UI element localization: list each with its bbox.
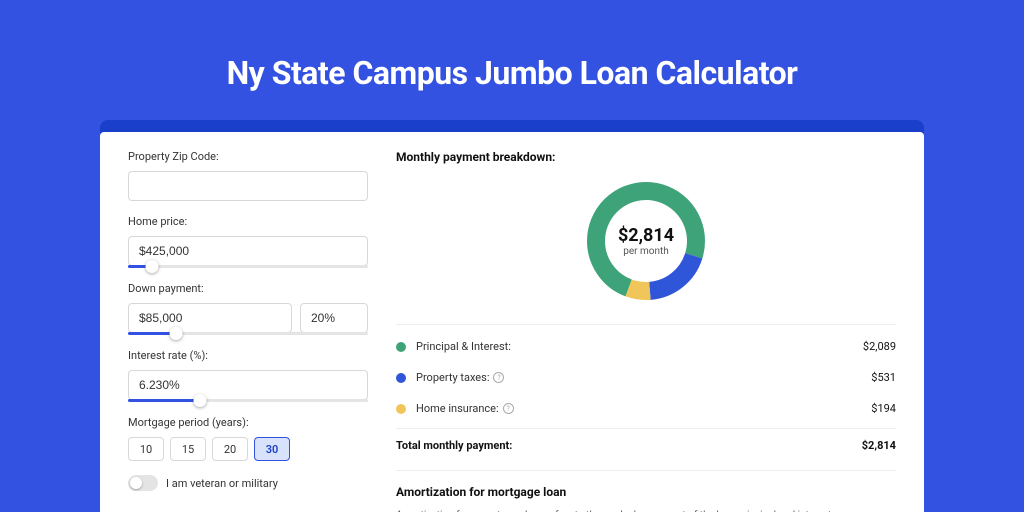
calculator-panel: Property Zip Code: Home price: Down paym… [100, 132, 924, 512]
total-value: $2,814 [862, 439, 896, 452]
donut-wrap: $2,814 per month [396, 176, 896, 306]
veteran-label: I am veteran or military [166, 477, 278, 490]
legend-list: Principal & Interest: $2,089 Property taxe… [396, 331, 896, 424]
legend-divider-top [396, 324, 896, 325]
legend-label: Property taxes:? [416, 371, 871, 384]
form-column: Property Zip Code: Home price: Down paym… [128, 150, 368, 512]
legend-label-text: Principal & Interest: [416, 340, 511, 353]
legend-dot [396, 404, 406, 414]
field-zip: Property Zip Code: [128, 150, 368, 201]
total-label: Total monthly payment: [396, 439, 862, 452]
legend-row-2: Home insurance:?$194 [396, 393, 896, 424]
zip-label: Property Zip Code: [128, 150, 368, 163]
info-icon[interactable]: ? [493, 372, 504, 383]
period-option-15[interactable]: 15 [170, 437, 206, 461]
interest-rate-input[interactable] [128, 370, 368, 400]
donut-center: $2,814 per month [581, 176, 711, 306]
field-interest-rate: Interest rate (%): [128, 349, 368, 402]
interest-rate-label: Interest rate (%): [128, 349, 368, 362]
home-price-input[interactable] [128, 236, 368, 266]
legend-dot [396, 342, 406, 352]
veteran-toggle-row: I am veteran or military [128, 475, 368, 491]
veteran-toggle[interactable] [128, 475, 158, 491]
home-price-label: Home price: [128, 215, 368, 228]
period-option-20[interactable]: 20 [212, 437, 248, 461]
legend-label-text: Home insurance: [416, 402, 499, 415]
home-price-slider[interactable] [128, 265, 368, 268]
down-payment-row [128, 303, 368, 333]
field-home-price: Home price: [128, 215, 368, 268]
donut-center-label: per month [623, 246, 669, 257]
veteran-toggle-knob [130, 477, 142, 489]
total-row: Total monthly payment: $2,814 [396, 428, 896, 464]
mortgage-period-options: 10152030 [128, 437, 368, 461]
zip-input[interactable] [128, 171, 368, 201]
legend-value: $194 [871, 402, 896, 415]
legend-value: $2,089 [863, 340, 896, 353]
legend-label: Home insurance:? [416, 402, 871, 415]
amortization-title: Amortization for mortgage loan [396, 485, 896, 499]
panel-outer: Property Zip Code: Home price: Down paym… [100, 120, 924, 512]
down-payment-pct-input[interactable] [300, 303, 368, 333]
interest-rate-slider[interactable] [128, 399, 368, 402]
home-price-slider-thumb[interactable] [146, 260, 159, 273]
down-payment-label: Down payment: [128, 282, 368, 295]
legend-dot [396, 373, 406, 383]
legend-label-text: Property taxes: [416, 371, 489, 384]
mortgage-period-label: Mortgage period (years): [128, 416, 368, 429]
down-payment-slider[interactable] [128, 332, 368, 335]
legend-row-0: Principal & Interest: $2,089 [396, 331, 896, 362]
period-option-10[interactable]: 10 [128, 437, 164, 461]
interest-rate-slider-fill [128, 399, 200, 402]
legend-label: Principal & Interest: [416, 340, 863, 353]
field-mortgage-period: Mortgage period (years): 10152030 [128, 416, 368, 461]
donut-center-value: $2,814 [618, 225, 674, 246]
interest-rate-slider-thumb[interactable] [194, 394, 207, 407]
breakdown-column: Monthly payment breakdown: $2,814 per mo… [396, 150, 896, 512]
info-icon[interactable]: ? [503, 403, 514, 414]
page-title: Ny State Campus Jumbo Loan Calculator [0, 0, 1024, 92]
amortization-section: Amortization for mortgage loan Amortizat… [396, 470, 896, 512]
field-down-payment: Down payment: [128, 282, 368, 335]
down-payment-slider-thumb[interactable] [170, 327, 183, 340]
down-payment-amount-input[interactable] [128, 303, 292, 333]
legend-value: $531 [871, 371, 896, 384]
page-background: Ny State Campus Jumbo Loan Calculator Pr… [0, 0, 1024, 512]
breakdown-title: Monthly payment breakdown: [396, 150, 896, 164]
period-option-30[interactable]: 30 [254, 437, 290, 461]
donut-chart: $2,814 per month [581, 176, 711, 306]
legend-row-1: Property taxes:?$531 [396, 362, 896, 393]
